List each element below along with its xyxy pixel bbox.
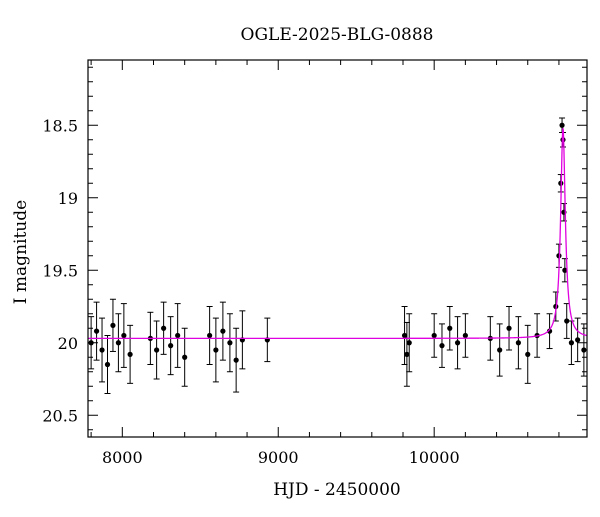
y-tick-label: 20	[58, 334, 78, 353]
data-point	[406, 340, 412, 346]
data-point	[447, 325, 453, 331]
data-point	[213, 347, 219, 353]
data-point	[401, 332, 408, 339]
data-point	[564, 318, 570, 324]
data-point	[127, 351, 133, 357]
y-tick-label: 19.5	[42, 261, 78, 280]
data-point	[525, 351, 531, 357]
y-tick-label: 18.5	[42, 116, 78, 135]
data-point	[110, 322, 116, 328]
data-point	[546, 328, 553, 334]
data-point	[559, 122, 565, 128]
plot-area: 8000 9000 10000 18.5 19 19.5 20 20.5	[42, 59, 588, 467]
data-point	[161, 325, 167, 331]
data-point	[431, 332, 437, 339]
x-axis-label: HJD - 2450000	[273, 480, 401, 500]
data-point	[575, 337, 581, 343]
plot-frame	[87, 59, 588, 438]
data-point	[154, 347, 160, 353]
data-point	[404, 351, 410, 357]
data-point	[207, 332, 213, 339]
data-point	[506, 325, 512, 331]
data-point	[182, 354, 188, 360]
x-tick-label: 9000	[258, 448, 299, 467]
data-point	[454, 340, 461, 346]
data-point	[568, 340, 575, 346]
data-point	[581, 347, 587, 353]
data-point	[93, 328, 100, 334]
data-point	[175, 332, 181, 339]
x-tick-label: 10000	[409, 448, 460, 467]
data-point	[220, 328, 226, 334]
data-point	[168, 343, 174, 349]
y-tick-label: 19	[58, 189, 78, 208]
data-point	[462, 332, 468, 339]
data-point	[227, 340, 233, 346]
data-point	[439, 343, 445, 349]
data-point	[104, 361, 111, 368]
x-tick-label: 8000	[102, 448, 143, 467]
data-point	[497, 347, 503, 353]
y-tick-label: 20.5	[42, 406, 78, 425]
data-point	[121, 332, 127, 339]
y-axis-label: I magnitude	[11, 200, 31, 304]
model-curve	[88, 128, 588, 340]
data-point	[562, 267, 568, 273]
data-point	[99, 347, 105, 353]
data-point	[515, 340, 521, 346]
data-point	[233, 357, 239, 363]
data-point	[115, 340, 122, 346]
chart-title: OGLE-2025-BLG-0888	[241, 25, 434, 45]
